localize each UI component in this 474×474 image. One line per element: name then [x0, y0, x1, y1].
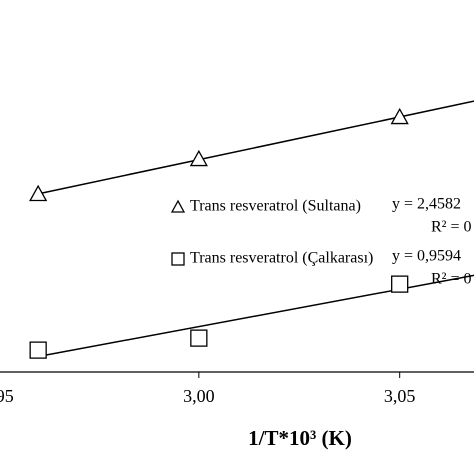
x-tick-label: 3,00 — [183, 386, 215, 406]
trend-equation: y = 0,9594 — [392, 248, 461, 265]
data-point — [29, 341, 47, 359]
trend-r2: R² = 0 — [431, 219, 472, 236]
legend-label: Trans resveratrol (Sultana) — [190, 198, 361, 215]
x-tick-label: 2,95 — [0, 386, 14, 406]
trendline — [38, 274, 474, 358]
trendline — [38, 100, 474, 195]
data-point — [189, 149, 208, 167]
data-point — [390, 107, 409, 125]
trend-equation: y = 2,4582 — [392, 196, 461, 213]
data-point — [29, 184, 48, 202]
x-axis-title: 1/T*10³ (K) — [248, 426, 352, 450]
legend-marker — [170, 199, 186, 213]
trend-r2: R² = 0 — [431, 271, 472, 288]
legend-label: Trans resveratrol (Çalkarası) — [190, 250, 373, 267]
legend-marker — [171, 252, 185, 266]
data-point — [391, 275, 409, 293]
data-point — [190, 329, 208, 347]
x-tick-label: 3,05 — [384, 386, 416, 406]
